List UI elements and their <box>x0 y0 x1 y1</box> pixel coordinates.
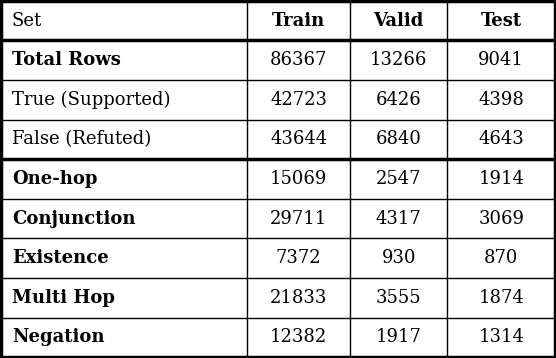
Text: 13266: 13266 <box>370 51 428 69</box>
Text: Train: Train <box>272 11 325 29</box>
Text: 86367: 86367 <box>270 51 327 69</box>
Text: One-hop: One-hop <box>12 170 97 188</box>
Text: 29711: 29711 <box>270 210 327 228</box>
Text: Valid: Valid <box>374 11 424 29</box>
Text: 2547: 2547 <box>376 170 421 188</box>
Text: 42723: 42723 <box>270 91 327 109</box>
Text: 1874: 1874 <box>478 289 524 307</box>
Text: Conjunction: Conjunction <box>12 210 135 228</box>
Text: Multi Hop: Multi Hop <box>12 289 115 307</box>
Text: 1917: 1917 <box>376 329 421 347</box>
Text: 21833: 21833 <box>270 289 327 307</box>
Text: 9041: 9041 <box>478 51 524 69</box>
Text: 4398: 4398 <box>478 91 524 109</box>
Text: Total Rows: Total Rows <box>12 51 121 69</box>
Text: 4317: 4317 <box>376 210 421 228</box>
Text: 12382: 12382 <box>270 329 327 347</box>
Text: 6426: 6426 <box>376 91 421 109</box>
Text: False (Refuted): False (Refuted) <box>12 130 151 148</box>
Text: 1314: 1314 <box>478 329 524 347</box>
Text: 1914: 1914 <box>478 170 524 188</box>
Text: 870: 870 <box>484 249 518 267</box>
Text: 930: 930 <box>381 249 416 267</box>
Text: 3555: 3555 <box>376 289 421 307</box>
Text: 6840: 6840 <box>376 130 421 148</box>
Text: 43644: 43644 <box>270 130 327 148</box>
Text: 7372: 7372 <box>276 249 321 267</box>
Text: 4643: 4643 <box>478 130 524 148</box>
Text: Negation: Negation <box>12 329 105 347</box>
Text: Existence: Existence <box>12 249 108 267</box>
Text: 3069: 3069 <box>478 210 524 228</box>
Text: True (Supported): True (Supported) <box>12 91 170 109</box>
Text: 15069: 15069 <box>270 170 327 188</box>
Text: Test: Test <box>481 11 522 29</box>
Text: Set: Set <box>12 11 42 29</box>
